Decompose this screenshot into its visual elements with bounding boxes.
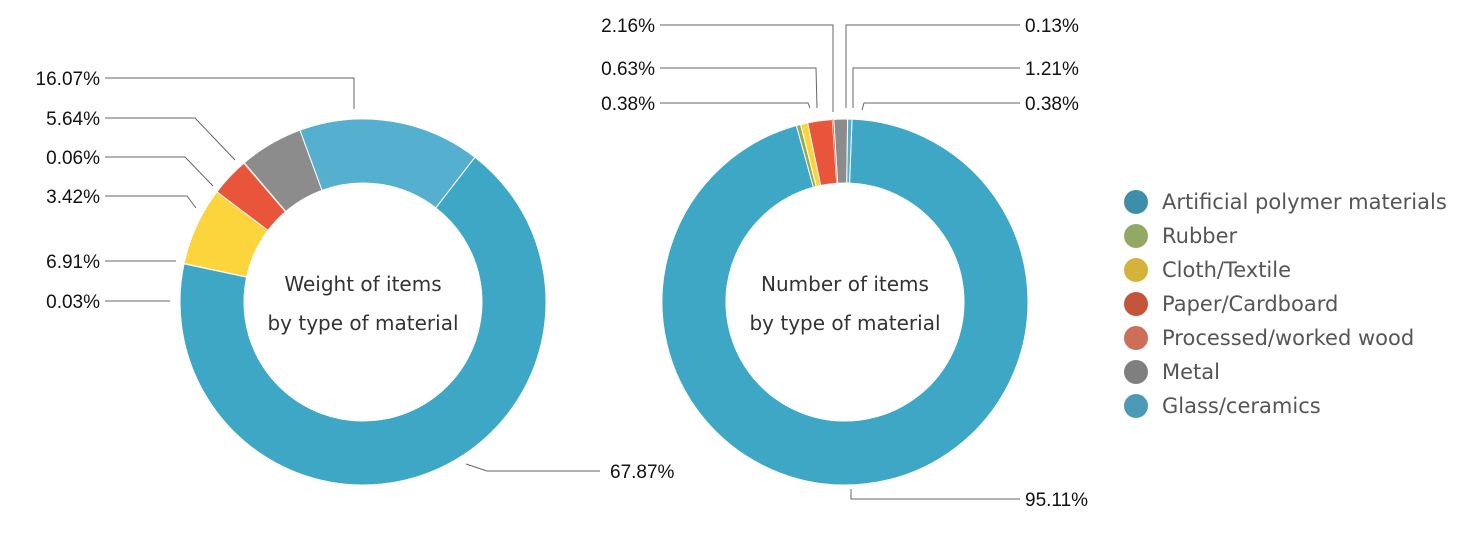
count-leader-line-rubber <box>660 102 811 109</box>
weight-leader-line-metal <box>105 117 236 161</box>
weight-data-label-metal: 5.64% <box>46 109 100 130</box>
count-data-label-glass-ceramics: 0.38% <box>1025 94 1079 115</box>
count-leader-line-cloth-textile <box>660 67 818 109</box>
weight-leader-line-paper-cardboard <box>105 195 197 209</box>
count-slice-paper-cardboard <box>807 118 838 187</box>
weight-leader-line-artificial-polymer-materials <box>465 463 600 472</box>
count-slice-artificial-polymer-materials <box>661 118 1029 486</box>
weight-donut-chart: 67.87% 0.03% 6.91% 3.42% 0.06% 5.64% 16.07% We… <box>36 69 675 486</box>
legend-swatch-rubber <box>1124 224 1148 248</box>
count-data-label-metal: 1.21% <box>1025 59 1079 80</box>
weight-data-label-paper-cardboard: 3.42% <box>46 187 100 208</box>
weight-data-label-artificial-polymer-materials: 67.87% <box>610 462 675 483</box>
weight-data-label-cloth-textile: 6.91% <box>46 252 100 273</box>
weight-leader-line-glass-ceramics <box>105 77 355 109</box>
count-leader-line-processed-worked-wood <box>845 24 1020 108</box>
legend-label-artificial-polymer-materials: Artificial polymer materials <box>1162 190 1447 214</box>
legend-label-cloth-textile: Cloth/Textile <box>1162 258 1291 282</box>
count-data-label-processed-worked-wood: 0.13% <box>1025 16 1079 37</box>
count-chart-title-line-2: by type of material <box>749 311 940 335</box>
count-leader-line-metal <box>852 67 1020 108</box>
count-donut-chart: 95.11% 0.38% 0.63% 2.16% 0.13% 1.21% 0.38% Num… <box>601 16 1088 511</box>
weight-data-label-glass-ceramics: 16.07% <box>36 69 101 90</box>
legend-swatch-artificial-polymer-materials <box>1124 190 1148 214</box>
legend-swatch-cloth-textile <box>1124 258 1148 282</box>
count-leader-line-glass-ceramics <box>861 102 1020 111</box>
count-data-label-cloth-textile: 0.63% <box>601 59 655 80</box>
weight-data-label-processed-worked-wood: 0.06% <box>46 148 100 169</box>
legend-swatch-metal <box>1124 360 1148 384</box>
count-leader-line-artificial-polymer-materials <box>850 489 1020 500</box>
weight-slice-artificial-polymer-materials <box>179 156 547 486</box>
count-leader-line-paper-cardboard <box>660 24 834 112</box>
weight-slice-glass-ceramics <box>299 118 476 209</box>
legend-swatch-paper-cardboard <box>1124 292 1148 316</box>
legend-label-glass-ceramics: Glass/ceramics <box>1162 394 1321 418</box>
count-slice-glass-ceramics <box>846 118 853 184</box>
legend-label-processed-worked-wood: Processed/worked wood <box>1162 326 1414 350</box>
legend-label-paper-cardboard: Paper/Cardboard <box>1162 292 1338 316</box>
weight-data-label-rubber: 0.03% <box>46 292 100 313</box>
weight-leader-line-processed-worked-wood <box>105 156 214 187</box>
weight-chart-title-line-2: by type of material <box>267 311 458 335</box>
legend-label-metal: Metal <box>1162 360 1220 384</box>
chart-legend: Artificial polymer materials Rubber Cloth/… <box>1124 190 1447 418</box>
count-data-label-rubber: 0.38% <box>601 94 655 115</box>
count-chart-title-line-1: Number of items <box>761 272 929 296</box>
legend-label-rubber: Rubber <box>1162 224 1238 248</box>
count-data-label-artificial-polymer-materials: 95.11% <box>1025 490 1088 511</box>
legend-swatch-processed-worked-wood <box>1124 326 1148 350</box>
legend-swatch-glass-ceramics <box>1124 394 1148 418</box>
count-data-label-paper-cardboard: 2.16% <box>601 16 655 37</box>
weight-chart-title-line-1: Weight of items <box>284 272 441 296</box>
